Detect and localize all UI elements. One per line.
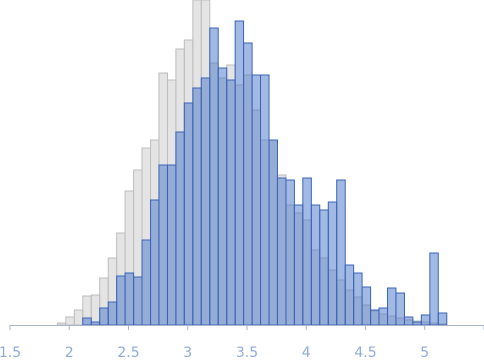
x-tick-label: 2 bbox=[65, 345, 74, 361]
bar bbox=[116, 275, 126, 326]
bar bbox=[293, 204, 304, 326]
bar bbox=[353, 272, 363, 326]
bar bbox=[166, 164, 177, 326]
bar bbox=[217, 67, 228, 326]
x-tick-label: 1.5 bbox=[0, 345, 21, 361]
bar bbox=[192, 87, 202, 326]
bar bbox=[90, 294, 101, 326]
x-tick-label: 2.5 bbox=[117, 345, 139, 361]
bar bbox=[370, 309, 380, 326]
bar bbox=[141, 239, 152, 326]
bar bbox=[344, 264, 355, 326]
bar bbox=[412, 321, 422, 326]
bar bbox=[226, 79, 236, 326]
bar bbox=[124, 272, 135, 326]
bar bbox=[378, 307, 389, 326]
x-tick-label: 3.5 bbox=[236, 345, 258, 361]
bar bbox=[361, 286, 372, 326]
bar bbox=[99, 307, 109, 326]
bar bbox=[82, 317, 92, 326]
bar bbox=[336, 179, 346, 326]
x-tick-label: 4.5 bbox=[354, 345, 376, 361]
bar bbox=[429, 252, 439, 326]
bar bbox=[107, 301, 118, 326]
x-tick-label: 3 bbox=[183, 345, 192, 361]
bar bbox=[302, 177, 312, 326]
bar bbox=[175, 131, 185, 326]
bar bbox=[420, 314, 431, 326]
bar bbox=[276, 177, 287, 326]
bar bbox=[260, 74, 270, 326]
bar bbox=[150, 199, 160, 326]
bar bbox=[251, 74, 262, 326]
bar bbox=[133, 276, 143, 326]
bar bbox=[327, 201, 338, 326]
bar bbox=[310, 204, 321, 326]
bar bbox=[73, 309, 84, 326]
bar bbox=[319, 209, 329, 326]
bar bbox=[234, 20, 245, 326]
bar bbox=[200, 77, 211, 326]
bar bbox=[437, 312, 448, 326]
bar bbox=[56, 322, 67, 326]
bar bbox=[65, 316, 75, 326]
bar bbox=[158, 164, 168, 326]
bar bbox=[403, 316, 414, 326]
x-tick-label: 5 bbox=[420, 345, 429, 361]
bar bbox=[268, 139, 278, 326]
bar bbox=[387, 287, 397, 326]
bar bbox=[285, 179, 295, 326]
bar bbox=[183, 102, 194, 326]
bar bbox=[395, 292, 405, 326]
bar bbox=[90, 321, 101, 326]
bar bbox=[243, 42, 253, 326]
bar bbox=[209, 27, 219, 326]
x-tick-label: 4 bbox=[302, 345, 311, 361]
